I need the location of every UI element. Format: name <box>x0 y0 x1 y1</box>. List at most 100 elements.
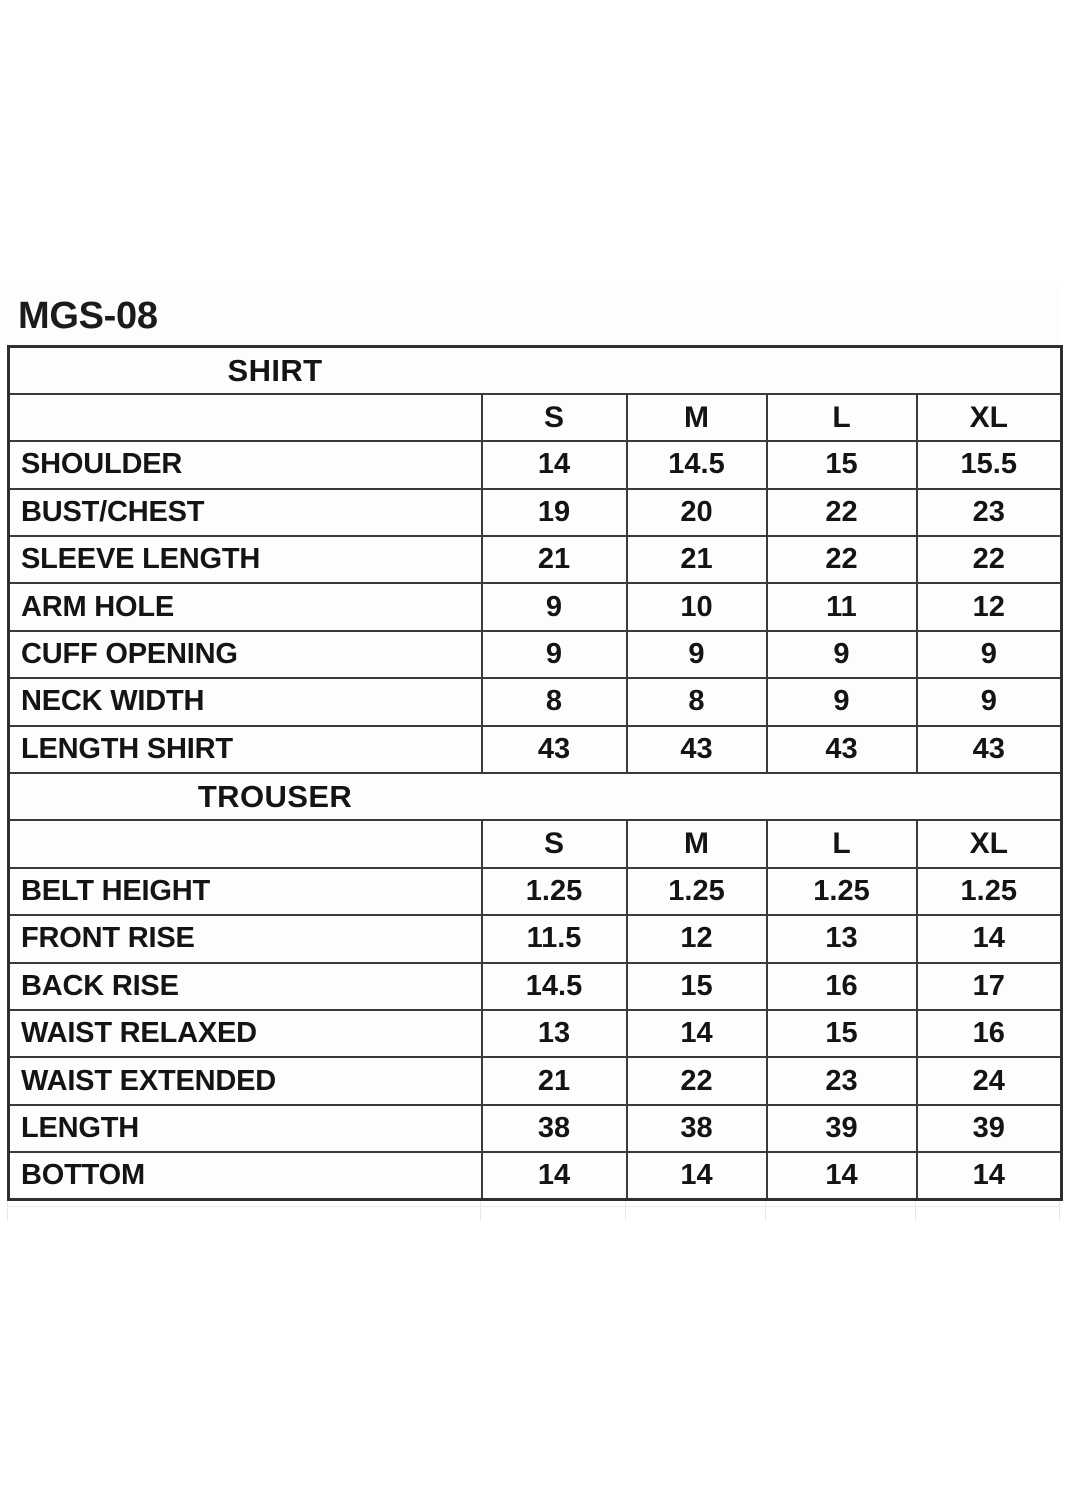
measurement-value: 39 <box>915 1103 1063 1154</box>
measurement-value: 22 <box>915 535 1063 585</box>
ghost-gridline-v-b2 <box>625 1199 626 1221</box>
measurement-value: 43 <box>765 724 918 775</box>
ghost-gridline-h-bottom <box>7 1206 1060 1207</box>
measurement-value: 21 <box>480 535 628 585</box>
size-header-m: M <box>625 392 768 443</box>
measurement-value: 1.25 <box>915 866 1063 917</box>
section-title-shirt: SHIRT <box>7 345 1063 395</box>
measurement-value: 9 <box>765 677 918 727</box>
measurement-value: 16 <box>765 961 918 1011</box>
measurement-value: 16 <box>915 1008 1063 1059</box>
measurement-value: 14 <box>480 1151 628 1201</box>
table-row: ARM HOLE 9 10 11 12 <box>7 582 1063 632</box>
measurement-value: 22 <box>765 535 918 585</box>
measurement-value: 13 <box>480 1008 628 1059</box>
measurement-value: 8 <box>625 677 768 727</box>
ghost-gridline-v-b4 <box>915 1199 916 1221</box>
size-header-blank-cell <box>7 392 483 443</box>
size-header-s: S <box>480 392 628 443</box>
size-header-xl: XL <box>915 819 1063 869</box>
measurement-label: NECK WIDTH <box>7 677 483 727</box>
measurement-label: LENGTH <box>7 1103 483 1154</box>
measurement-value: 20 <box>625 487 768 538</box>
table-row: NECK WIDTH 8 8 9 9 <box>7 677 1063 727</box>
section-header-row: TROUSER <box>7 772 1063 822</box>
measurement-value: 8 <box>480 677 628 727</box>
size-header-row: S M L XL <box>7 392 1063 443</box>
measurement-value: 39 <box>765 1103 918 1154</box>
size-header-s: S <box>480 819 628 869</box>
ghost-gridline-v-b5 <box>1059 1199 1060 1221</box>
table-row: SHOULDER 14 14.5 15 15.5 <box>7 440 1063 490</box>
measurement-label: LENGTH SHIRT <box>7 724 483 775</box>
measurement-label: FRONT RISE <box>7 914 483 964</box>
size-header-xl: XL <box>915 392 1063 443</box>
measurement-label: BUST/CHEST <box>7 487 483 538</box>
size-header-row: S M L XL <box>7 819 1063 869</box>
table-row: BOTTOM 14 14 14 14 <box>7 1151 1063 1201</box>
style-code-title: MGS-08 <box>18 295 158 337</box>
size-header-l: L <box>765 392 918 443</box>
table-row: LENGTH SHIRT 43 43 43 43 <box>7 724 1063 775</box>
measurement-value: 43 <box>915 724 1063 775</box>
measurement-value: 22 <box>625 1056 768 1106</box>
measurement-value: 13 <box>765 914 918 964</box>
measurement-label: WAIST EXTENDED <box>7 1056 483 1106</box>
table-row: LENGTH 38 38 39 39 <box>7 1103 1063 1154</box>
measurement-value: 19 <box>480 487 628 538</box>
measurement-value: 14 <box>915 914 1063 964</box>
measurement-value: 9 <box>915 629 1063 680</box>
measurement-value: 15 <box>625 961 768 1011</box>
measurement-value: 14 <box>625 1151 768 1201</box>
measurement-value: 17 <box>915 961 1063 1011</box>
measurement-value: 14 <box>625 1008 768 1059</box>
measurement-value: 1.25 <box>480 866 628 917</box>
measurement-table: SHIRT S M L XL SHOULDER 14 14.5 15 15.5 BUST/CHEST… <box>7 345 1064 1202</box>
measurement-value: 14 <box>765 1151 918 1201</box>
ghost-gridline-v-b3 <box>765 1199 766 1221</box>
style-code-band: MGS-08 <box>7 286 1060 345</box>
measurement-value: 23 <box>765 1056 918 1106</box>
measurement-label: BELT HEIGHT <box>7 866 483 917</box>
size-header-l: L <box>765 819 918 869</box>
measurement-value: 14 <box>480 440 628 490</box>
measurement-value: 43 <box>625 724 768 775</box>
measurement-value: 9 <box>480 629 628 680</box>
table-row: FRONT RISE 11.5 12 13 14 <box>7 914 1063 964</box>
ghost-gridline-v-b1 <box>480 1199 481 1221</box>
measurement-value: 24 <box>915 1056 1063 1106</box>
table-row: WAIST EXTENDED 21 22 23 24 <box>7 1056 1063 1106</box>
ghost-gridline-v-bleft <box>7 1199 8 1221</box>
measurement-value: 10 <box>625 582 768 632</box>
section-header-row: SHIRT <box>7 345 1063 395</box>
measurement-value: 21 <box>625 535 768 585</box>
measurement-value: 43 <box>480 724 628 775</box>
measurement-value: 12 <box>915 582 1063 632</box>
measurement-value: 21 <box>480 1056 628 1106</box>
measurement-value: 14.5 <box>625 440 768 490</box>
measurement-value: 1.25 <box>625 866 768 917</box>
measurement-value: 9 <box>915 677 1063 727</box>
table-row: BELT HEIGHT 1.25 1.25 1.25 1.25 <box>7 866 1063 917</box>
table-row: SLEEVE LENGTH 21 21 22 22 <box>7 535 1063 585</box>
measurement-value: 11 <box>765 582 918 632</box>
measurement-value: 15.5 <box>915 440 1063 490</box>
table-row: BACK RISE 14.5 15 16 17 <box>7 961 1063 1011</box>
measurement-label: WAIST RELAXED <box>7 1008 483 1059</box>
measurement-value: 14 <box>915 1151 1063 1201</box>
measurement-value: 9 <box>765 629 918 680</box>
table-row: BUST/CHEST 19 20 22 23 <box>7 487 1063 538</box>
measurement-value: 14.5 <box>480 961 628 1011</box>
measurement-value: 11.5 <box>480 914 628 964</box>
measurement-value: 1.25 <box>765 866 918 917</box>
measurement-value: 9 <box>480 582 628 632</box>
measurement-label: BOTTOM <box>7 1151 483 1201</box>
size-header-blank-cell <box>7 819 483 869</box>
measurement-value: 23 <box>915 487 1063 538</box>
measurement-value: 38 <box>480 1103 628 1154</box>
measurement-value: 15 <box>765 440 918 490</box>
size-header-m: M <box>625 819 768 869</box>
measurement-table-body: SHIRT S M L XL SHOULDER 14 14.5 15 15.5 BUST/CHEST… <box>7 345 1063 1201</box>
section-title-trouser: TROUSER <box>7 772 1063 822</box>
measurement-label: BACK RISE <box>7 961 483 1011</box>
